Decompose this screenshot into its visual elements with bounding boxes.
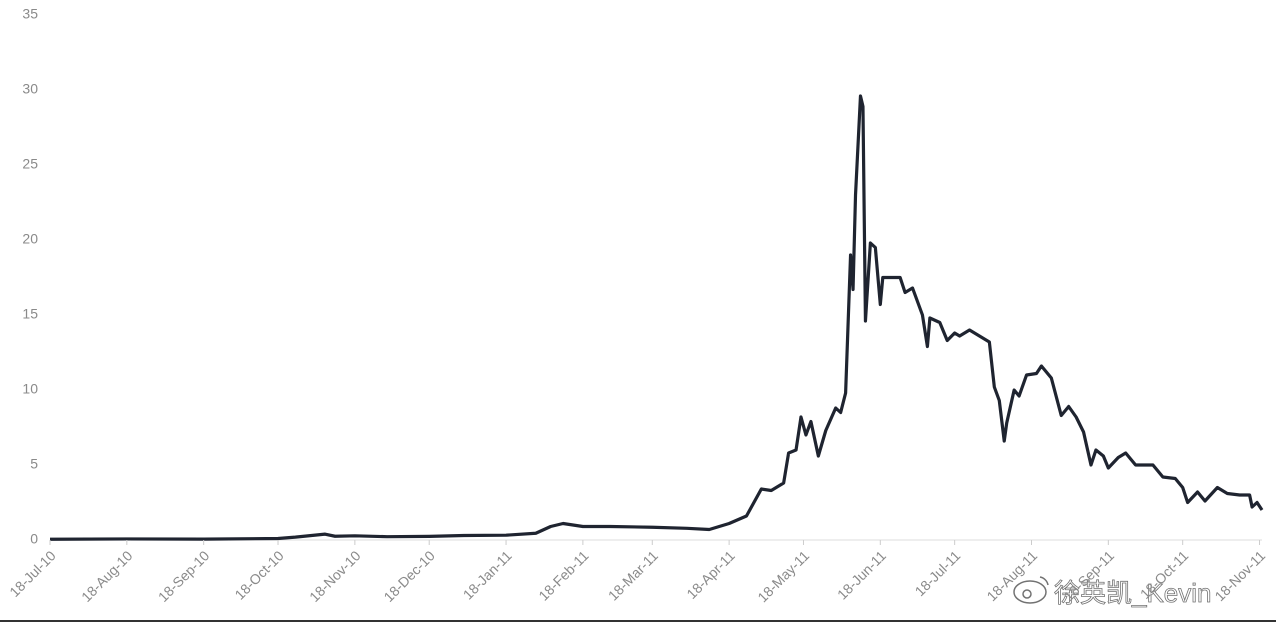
y-tick-label: 20 [22,231,38,247]
x-tick-label: 18-Jan-11 [460,547,515,602]
x-tick-label: 18-Apr-11 [683,547,738,602]
x-tick-label: 18-Jun-11 [834,547,889,602]
x-tick-label: 18-May-11 [754,547,812,605]
x-tick-label: 18-Aug-11 [983,547,1040,604]
y-tick-label: 0 [30,531,38,547]
x-tick-label: 18-Jul-11 [912,547,964,599]
y-tick-label: 5 [30,456,38,472]
y-tick-label: 15 [22,306,38,322]
x-tick-label: 18-Mar-11 [605,547,661,603]
x-tick-label: 18-Feb-11 [535,547,591,603]
y-tick-label: 10 [22,381,38,397]
y-tick-label: 30 [22,81,38,97]
x-tick-label: 18-Sep-10 [155,547,213,605]
line-series [49,94,1264,541]
x-tick-label: 18-Oct-10 [231,547,286,602]
watermark: 徐英凯_Kevin [1054,578,1212,608]
y-tick-label: 35 [22,6,38,22]
x-tick-label: 18-Aug-10 [78,547,136,605]
x-tick-label: 18-Dec-10 [380,547,438,605]
x-tick-label: 18-Jul-10 [6,547,59,600]
x-tick-label: 18-Nov-11 [1211,547,1268,604]
x-tick-label: 18-Nov-10 [306,547,364,605]
y-tick-label: 25 [22,156,38,172]
watermark-icon [1013,576,1049,604]
